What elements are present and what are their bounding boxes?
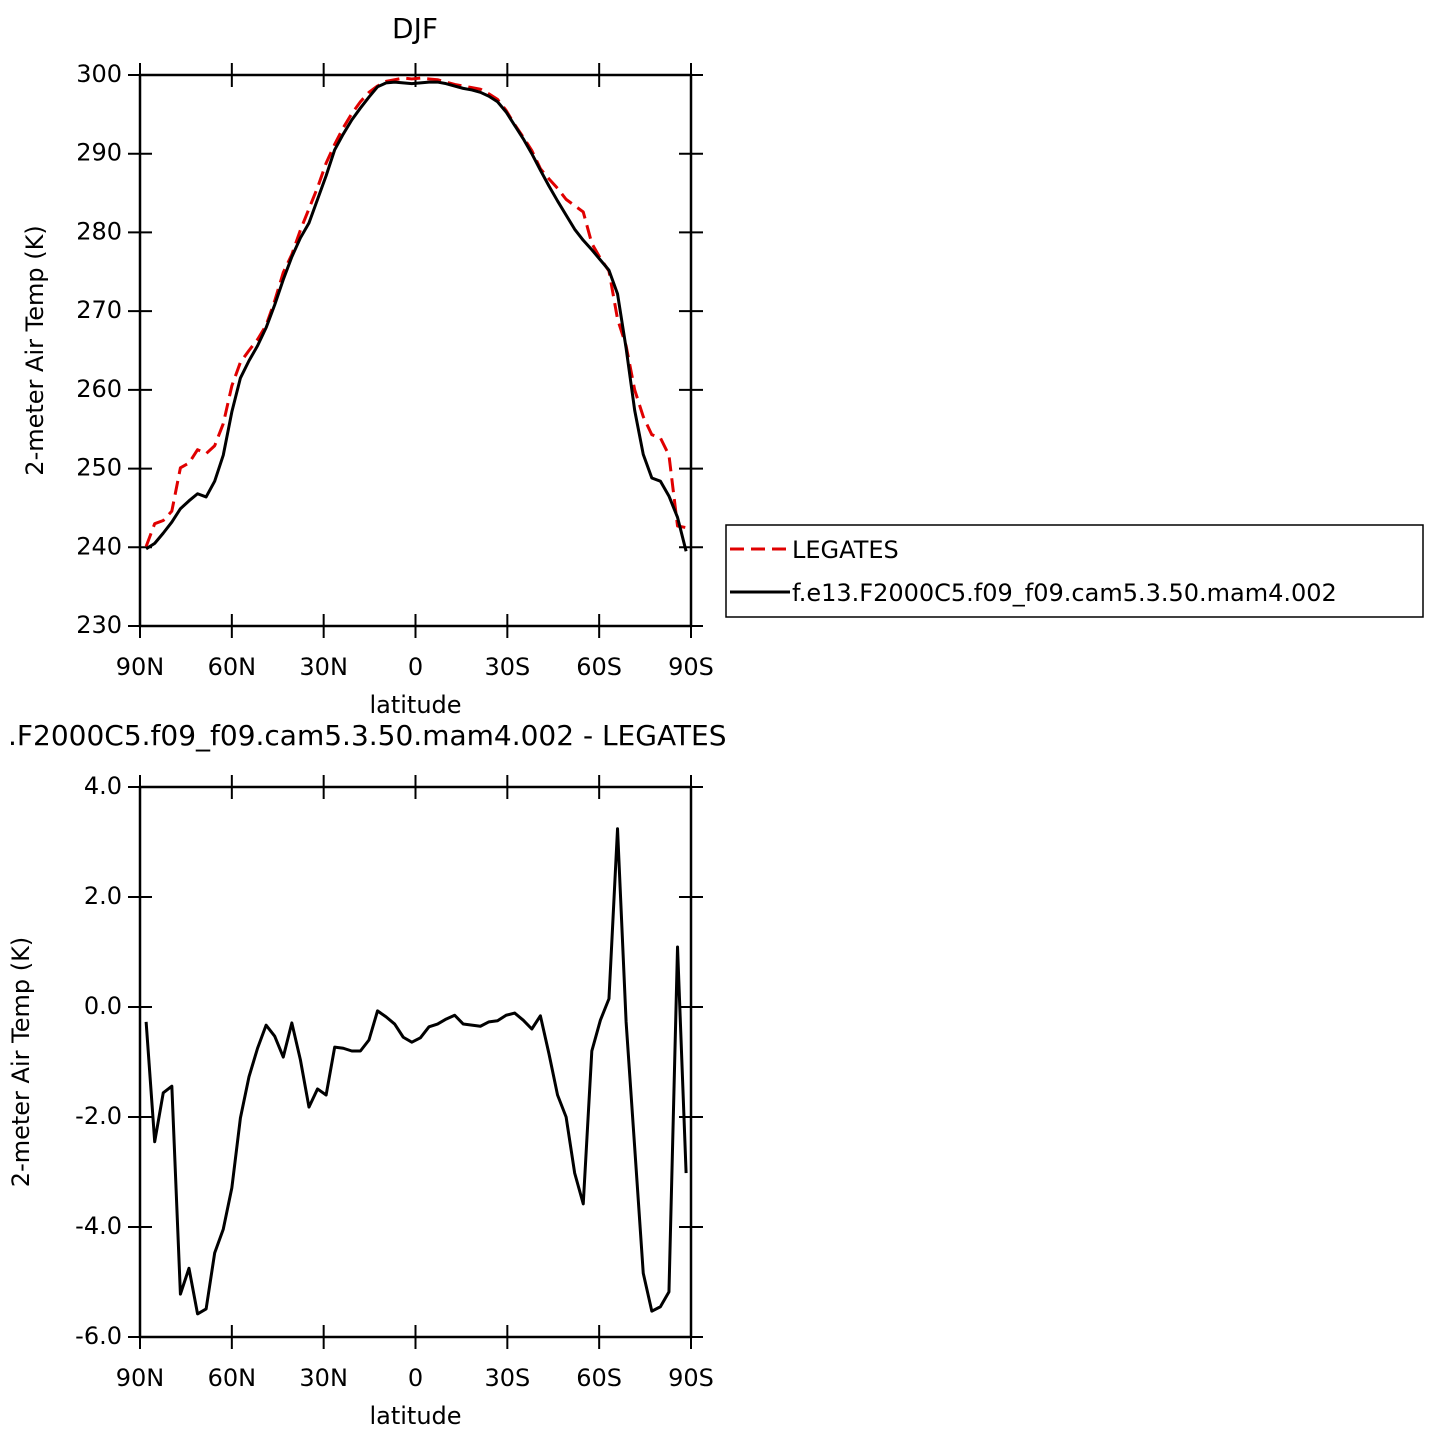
- chart-title: DJF: [392, 12, 438, 45]
- plot-frame: [138, 785, 693, 1339]
- x-tick-label: 0: [408, 653, 423, 681]
- x-tick-label: 0: [408, 1364, 423, 1392]
- y-tick-label: 290: [76, 139, 122, 167]
- y-tick-label: 230: [76, 611, 122, 639]
- x-tick-label: 90N: [116, 653, 165, 681]
- plot-frame: [138, 73, 693, 628]
- data-line: [144, 76, 687, 548]
- legend-label: LEGATES: [792, 536, 899, 564]
- x-tick-label: 90N: [116, 1364, 165, 1392]
- y-tick-label: -2.0: [75, 1102, 122, 1130]
- y-tick-label: 260: [76, 375, 122, 403]
- x-tick-label: 90S: [668, 653, 714, 681]
- y-tick-label: -4.0: [75, 1212, 122, 1240]
- y-tick-label: 2.0: [84, 882, 122, 910]
- y-tick-label: 280: [76, 217, 122, 245]
- data-line: [145, 80, 688, 552]
- y-tick-label: -6.0: [75, 1322, 122, 1350]
- y-tick-label: 4.0: [84, 772, 122, 800]
- x-tick-label: 30N: [299, 1364, 348, 1392]
- chart-title: .F2000C5.f09_f09.cam5.3.50.mam4.002 - LE…: [8, 719, 727, 752]
- y-axis-label: 2-meter Air Temp (K): [21, 225, 49, 475]
- x-tick-label: 60S: [576, 1364, 622, 1392]
- y-tick-label: 300: [76, 60, 122, 88]
- x-tick-label: 30N: [299, 653, 348, 681]
- x-axis-label: latitude: [369, 691, 461, 719]
- y-axis-label: 2-meter Air Temp (K): [7, 937, 35, 1187]
- x-tick-label: 60N: [208, 1364, 257, 1392]
- x-axis-label: latitude: [369, 1402, 461, 1430]
- legend-label: f.e13.F2000C5.f09_f09.cam5.3.50.mam4.002: [792, 579, 1337, 607]
- x-tick-label: 30S: [484, 653, 530, 681]
- x-tick-label: 30S: [484, 1364, 530, 1392]
- legend-box: [725, 524, 1424, 618]
- y-tick-label: 0.0: [84, 992, 122, 1020]
- data-line: [144, 827, 688, 1316]
- x-tick-label: 60S: [576, 653, 622, 681]
- y-tick-label: 240: [76, 532, 122, 560]
- x-tick-label: 60N: [208, 653, 257, 681]
- y-tick-label: 270: [76, 296, 122, 324]
- y-tick-label: 250: [76, 454, 122, 482]
- x-tick-label: 90S: [668, 1364, 714, 1392]
